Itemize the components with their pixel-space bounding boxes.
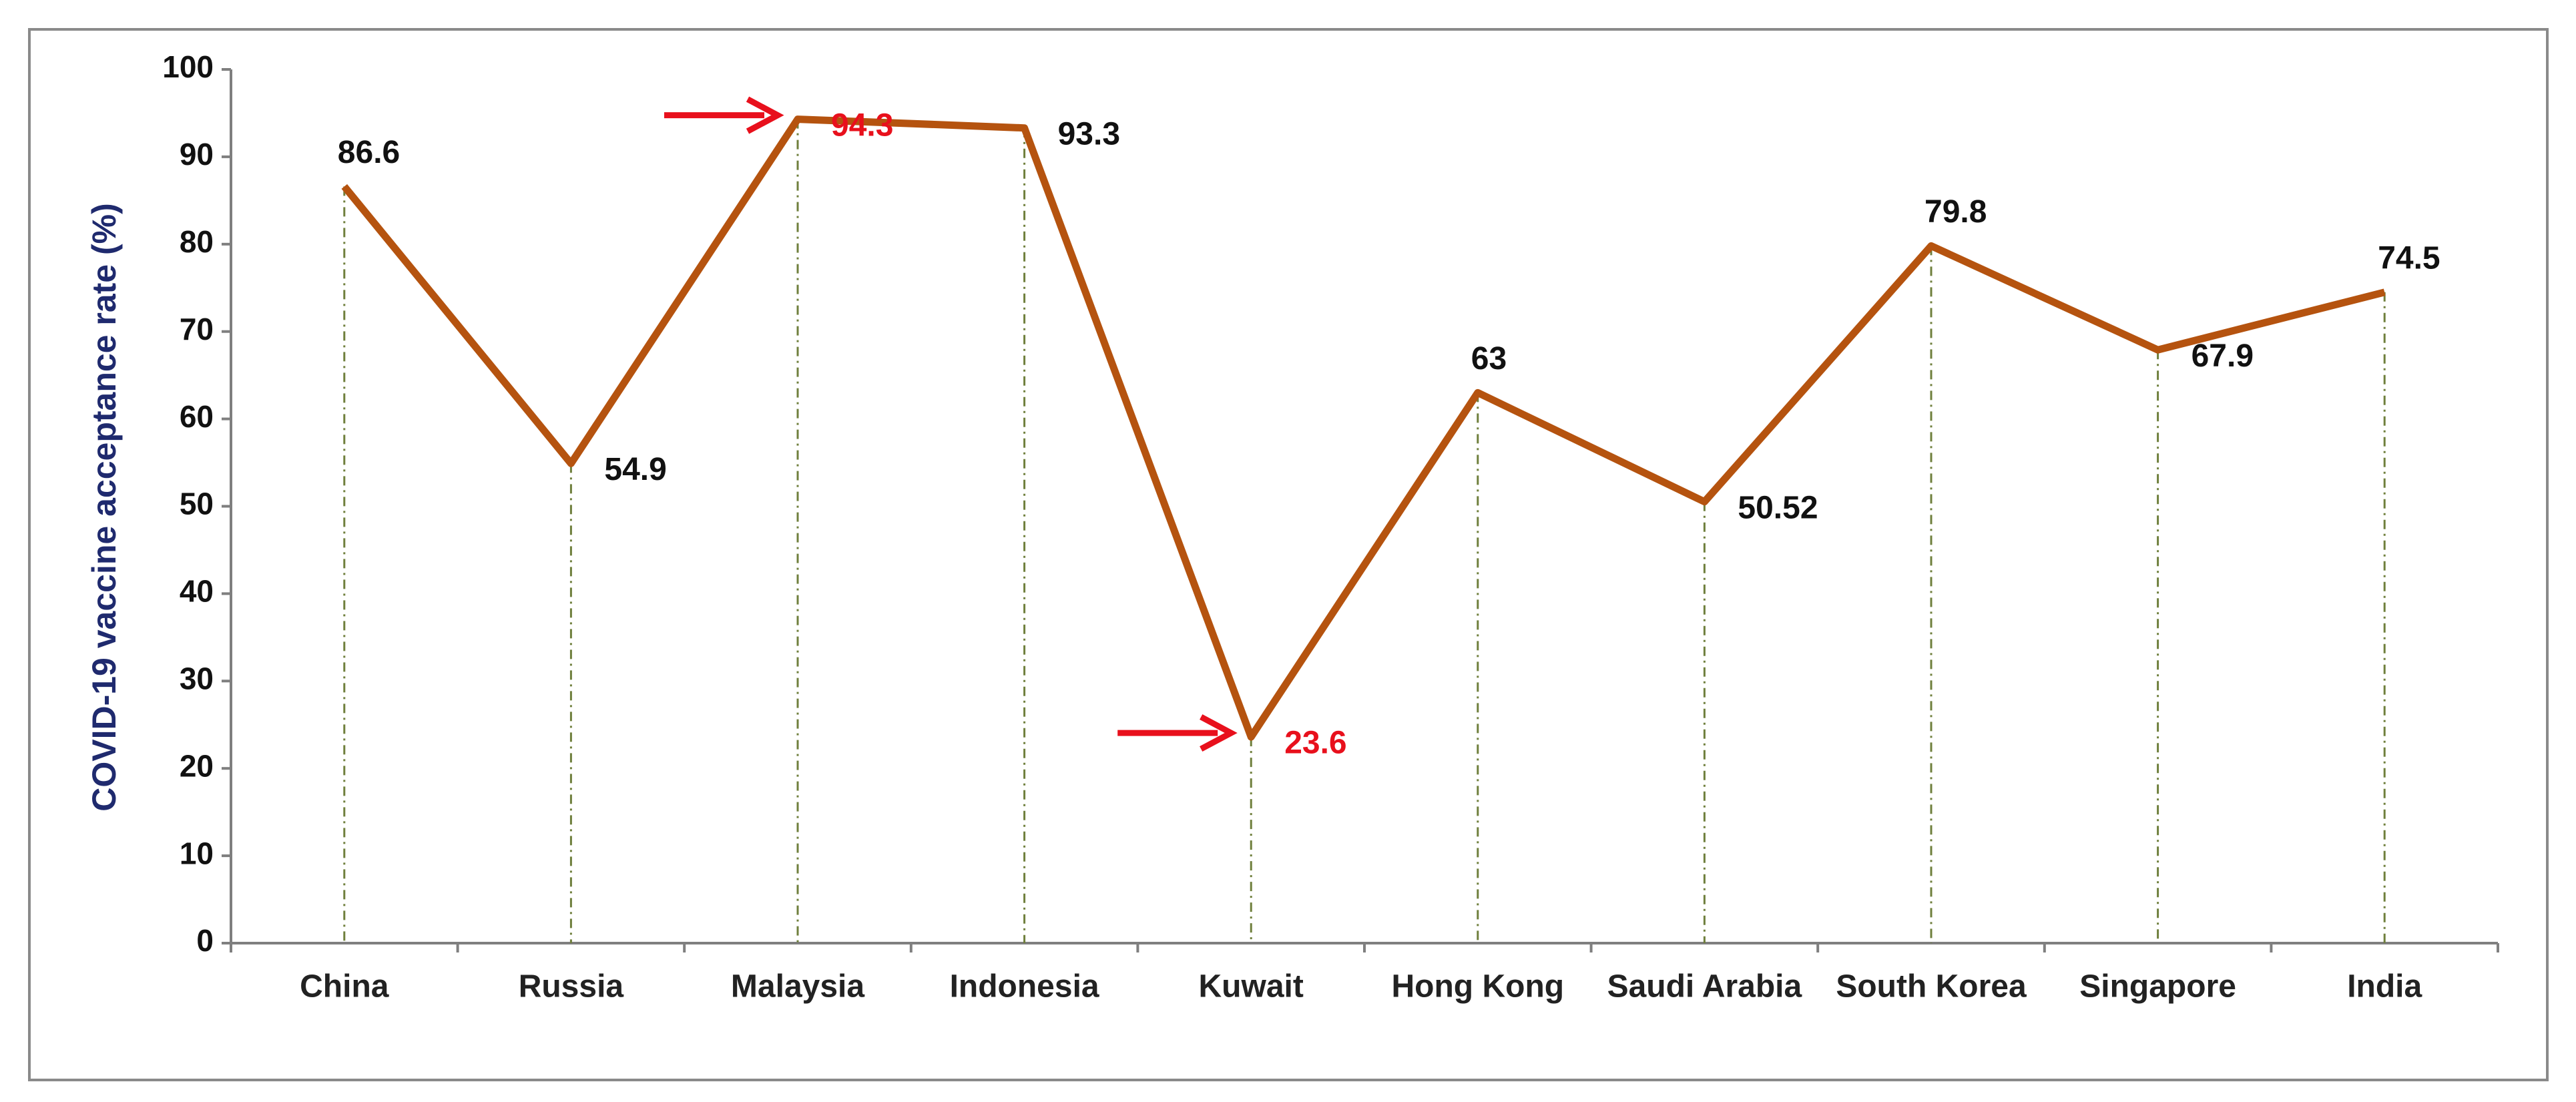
- x-tick-label: India: [2347, 969, 2422, 1005]
- x-tick-label: Russia: [519, 969, 624, 1005]
- value-label: 93.3: [1058, 116, 1120, 152]
- value-label: 79.8: [1924, 194, 1987, 230]
- x-tick-label: Hong Kong: [1392, 969, 1565, 1005]
- y-tick-label: 10: [180, 836, 214, 870]
- y-tick-label: 50: [180, 487, 214, 521]
- y-tick-label: 100: [162, 49, 214, 84]
- y-tick-label: 30: [180, 661, 214, 696]
- y-axis-title: COVID-19 vaccine acceptance rate (%): [85, 203, 123, 812]
- value-label: 94.3: [831, 107, 893, 143]
- value-label: 86.6: [338, 135, 400, 170]
- x-tick-label: Saudi Arabia: [1607, 969, 1802, 1005]
- y-tick-label: 60: [180, 399, 214, 434]
- y-tick-label: 90: [180, 137, 214, 172]
- highlight-arrow-head: [746, 96, 784, 134]
- y-tick-label: 0: [196, 923, 214, 958]
- x-tick-label: China: [300, 969, 389, 1005]
- value-label: 54.9: [604, 452, 666, 487]
- y-tick-label: 20: [180, 748, 214, 783]
- value-label: 74.5: [2378, 240, 2440, 276]
- highlight-arrow-head: [1200, 714, 1238, 752]
- value-label: 67.9: [2192, 338, 2254, 374]
- x-tick-label: Kuwait: [1199, 969, 1304, 1005]
- chart-border: [28, 28, 2549, 1081]
- x-tick-label: Malaysia: [731, 969, 864, 1005]
- line: [341, 115, 2386, 741]
- y-tick-label: 80: [180, 224, 214, 259]
- x-tick-label: South Korea: [1836, 969, 2027, 1005]
- value-label: 23.6: [1284, 726, 1346, 761]
- y-tick-label: 70: [180, 312, 214, 346]
- x-tick-label: Indonesia: [950, 969, 1099, 1005]
- x-tick-label: Singapore: [2079, 969, 2236, 1005]
- value-label: 50.52: [1738, 490, 1818, 525]
- value-label: 63: [1471, 341, 1507, 376]
- y-tick-label: 40: [180, 574, 214, 609]
